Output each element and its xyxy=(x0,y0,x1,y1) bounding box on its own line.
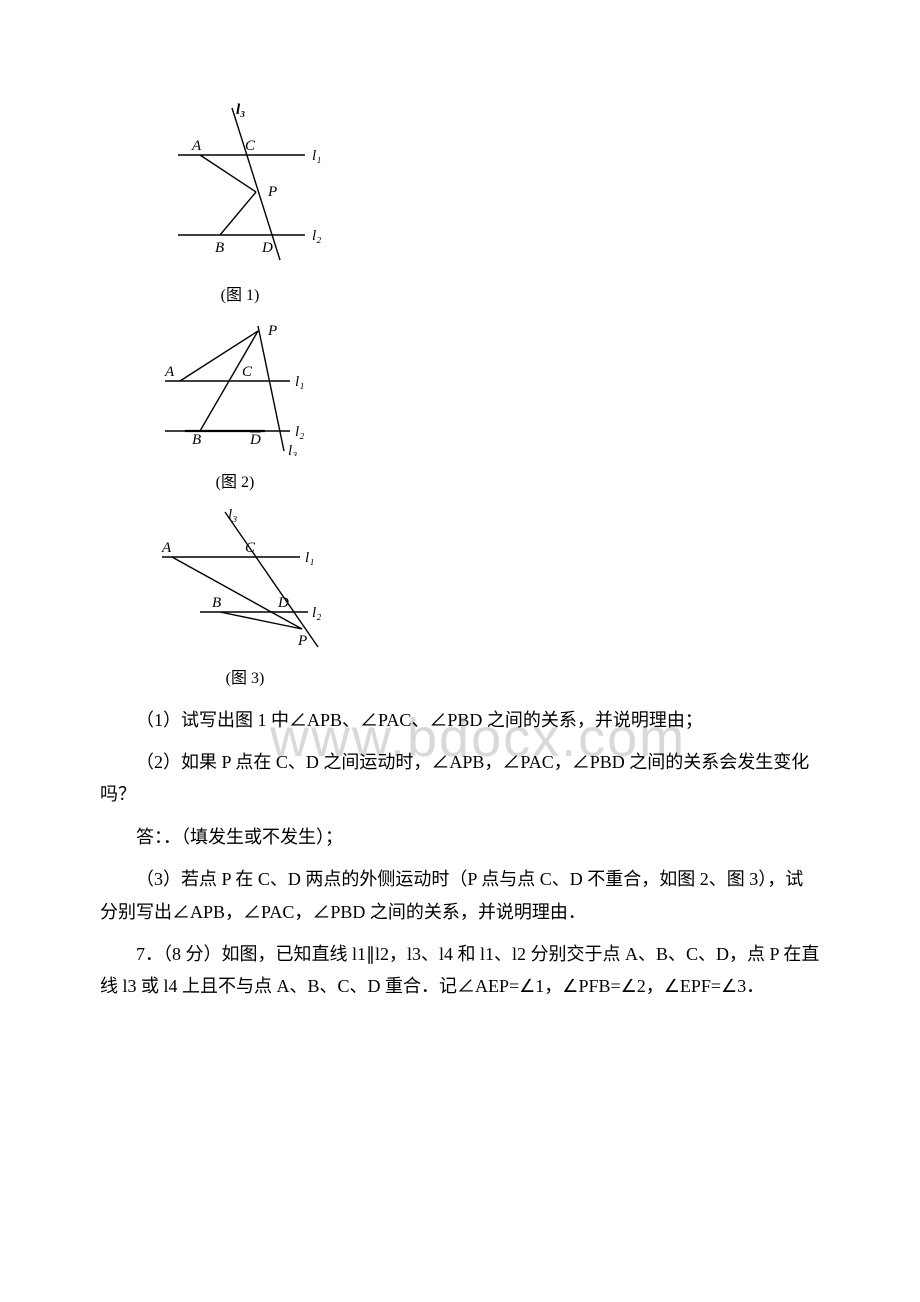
label-D: D xyxy=(277,595,289,611)
figure-2-svg: A C P B D l₁ l₂ l₃ xyxy=(150,321,320,456)
figure-1-caption: (图 1) xyxy=(150,282,330,311)
figure-1-svg: A C P B D l₁ l₂ l₃ xyxy=(150,100,330,270)
label-l2: l₂ xyxy=(312,605,321,621)
label-B: B xyxy=(215,240,224,256)
line-BP xyxy=(220,612,302,629)
label-P: P xyxy=(297,633,307,649)
answer-line: 答：．（填发生或不发生）； xyxy=(100,821,820,853)
label-C: C xyxy=(245,540,256,556)
question-2: （2）如果 P 点在 C、D 之间运动时，∠APB，∠PAC，∠PBD 之间的关… xyxy=(100,746,820,811)
question-3: （3）若点 P 在 C、D 两点的外侧运动时（P 点与点 C、D 不重合，如图 … xyxy=(100,863,820,928)
line-AP xyxy=(200,155,256,192)
question-7: 7．（8 分）如图，已知直线 l1∥l2，l3、l4 和 l1、l2 分别交于点… xyxy=(100,938,820,1003)
label-l3: l₃ xyxy=(236,102,245,118)
label-l3: l₃ xyxy=(228,507,237,523)
figure-2: A C P B D l₁ l₂ l₃ (图 2) xyxy=(150,321,820,497)
label-A: A xyxy=(161,540,172,556)
label-l2: l₂ xyxy=(295,424,304,440)
label-l1: l₁ xyxy=(312,148,321,164)
label-B: B xyxy=(192,432,201,448)
label-P: P xyxy=(267,184,277,200)
figure-1: A C P B D l₁ l₂ l₃ (图 1) xyxy=(150,100,820,311)
answer-prefix: 答： xyxy=(136,827,163,847)
figure-2-caption: (图 2) xyxy=(150,469,320,498)
label-A: A xyxy=(164,364,175,380)
label-D: D xyxy=(249,432,261,448)
label-A: A xyxy=(191,138,202,154)
figure-3: A C B D P l₁ l₂ l₃ (图 3) xyxy=(150,507,820,693)
label-C: C xyxy=(245,138,256,154)
label-P: P xyxy=(267,323,277,339)
label-D: D xyxy=(261,240,273,256)
label-l1: l₁ xyxy=(295,374,304,390)
line-AP xyxy=(172,557,302,629)
label-B: B xyxy=(212,595,221,611)
line-l3 xyxy=(258,326,284,451)
label-l3: l₃ xyxy=(288,443,297,456)
figure-3-caption: (图 3) xyxy=(150,665,340,694)
figure-3-svg: A C B D P l₁ l₂ l₃ xyxy=(150,507,340,652)
label-l1: l₁ xyxy=(305,550,314,566)
label-l2: l₂ xyxy=(312,228,321,244)
label-C: C xyxy=(242,364,253,380)
line-l3 xyxy=(225,512,318,647)
question-1: （1）试写出图 1 中∠APB、∠PAC、∠PBD 之间的关系，并说明理由； xyxy=(100,704,820,736)
line-BP xyxy=(220,192,256,235)
answer-blank: ．（填发生或不发生）； xyxy=(163,827,343,847)
